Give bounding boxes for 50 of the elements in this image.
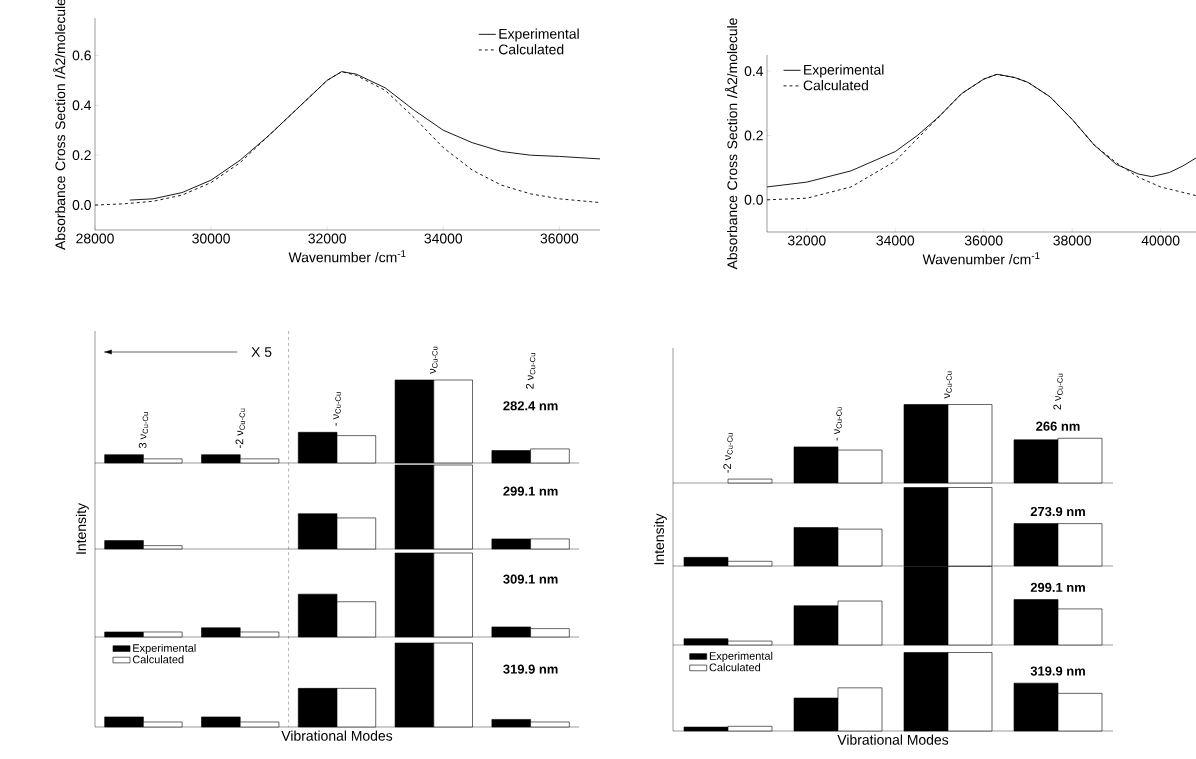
legend-label: Calculated	[132, 655, 184, 664]
x-tick-label: 40000	[1141, 235, 1180, 246]
x-tick-label: - ν$_{Cu-Cu}$	[834, 407, 842, 441]
y-tick-label: 0.0	[72, 200, 91, 210]
x-tick-label: 38000	[1053, 235, 1092, 246]
x-axis-title: Vibrational Modes	[281, 730, 393, 741]
x-tick-label: -2 ν$_{Cu-Cu}$	[723, 433, 733, 473]
y-axis-title: Intensity	[75, 503, 89, 554]
y-tick-label: 0.0	[744, 194, 763, 205]
legend-label: Calculated	[709, 663, 761, 672]
x-tick-label: 34000	[876, 235, 915, 246]
legend-label: Experimental	[499, 28, 579, 42]
legend-label: Calculated	[498, 44, 564, 55]
y-tick-label: 0.4	[72, 100, 92, 111]
x-tick-label: ν$_{Cu-Cu}$	[944, 371, 952, 399]
x-axis-title: Wavenumber /cm$^{-1}$	[288, 250, 406, 263]
text: 319.9 nm	[1030, 666, 1085, 676]
text: 319.9 nm	[503, 664, 558, 674]
x-tick-label: ν$_{Cu-Cu}$	[430, 346, 438, 374]
x-tick-label: 36000	[540, 233, 579, 244]
text: 309.1 nm	[503, 574, 558, 584]
y-axis-title: Intensity	[653, 513, 667, 565]
x-axis-title: Wavenumber /cm$^{-1}$	[922, 252, 1040, 265]
x-tick-label: 30000	[192, 233, 230, 244]
x-tick-label: 3 ν$_{Cu-Cu}$	[138, 412, 149, 449]
legend-label: Experimental	[709, 651, 773, 662]
text: 299.1 nm	[1030, 582, 1085, 592]
text: X 5	[251, 347, 272, 357]
y-tick-label: 0.4	[744, 66, 764, 77]
y-axis-title: Absorbance Cross Section /Å2/molecule	[724, 18, 738, 270]
x-tick-label: 28000	[76, 233, 114, 244]
x-tick-label: 34000	[424, 233, 463, 244]
x-tick-label: 2 ν$_{Cu-Cu}$	[525, 353, 536, 389]
text: 282.4 nm	[503, 401, 558, 411]
x-tick-label: - ν$_{Cu-Cu}$	[333, 392, 341, 426]
y-tick-label: 0.2	[744, 130, 763, 141]
text: 266 nm	[1036, 421, 1080, 431]
text: 299.1 nm	[503, 486, 558, 496]
legend-label: Experimental	[804, 64, 884, 78]
legend-label: Calculated	[803, 80, 868, 91]
text: 273.9 nm	[1030, 506, 1085, 517]
y-tick-label: 0.6	[72, 50, 91, 61]
x-tick-label: -2 ν$_{Cu-Cu}$	[235, 408, 245, 449]
x-tick-label: 36000	[964, 235, 1003, 246]
x-axis-title: Vibrational Modes	[837, 734, 949, 745]
x-tick-label: 2 ν$_{Cu-Cu}$	[1053, 373, 1063, 410]
x-tick-label: 32000	[308, 233, 347, 244]
x-tick-label: 32000	[787, 235, 826, 246]
legend-label: Experimental	[133, 643, 196, 655]
y-tick-label: 0.2	[72, 150, 91, 161]
